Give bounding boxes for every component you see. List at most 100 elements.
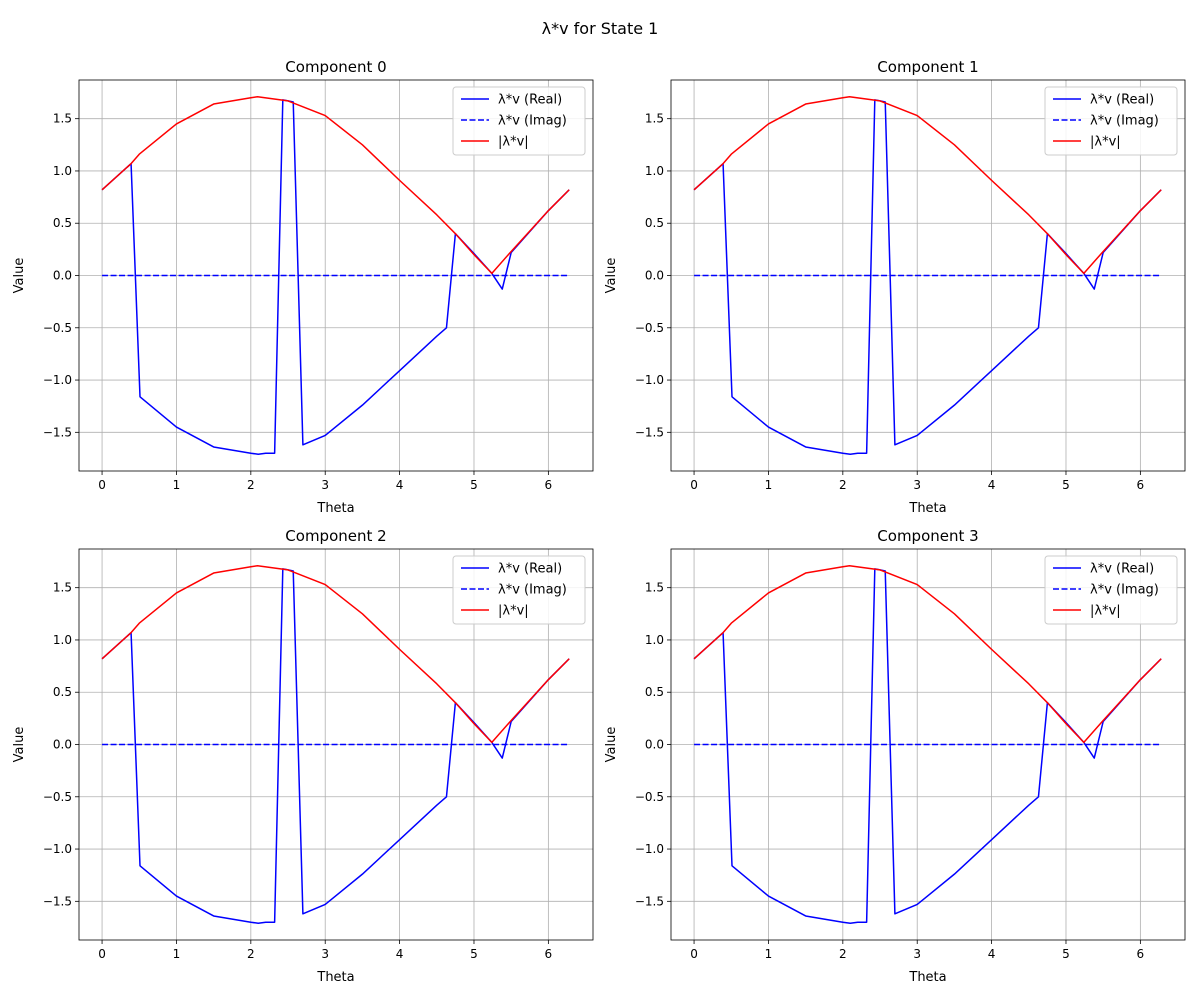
y-tick-label: −1.5 <box>43 425 72 439</box>
legend-label: λ*v (Imag) <box>1090 583 1159 598</box>
legend-box <box>452 86 586 156</box>
subplot-title: Component 1 <box>877 58 978 76</box>
x-tick-label: 4 <box>988 947 996 961</box>
y-tick-label: −0.5 <box>635 790 664 804</box>
axes-frame <box>78 548 594 941</box>
subplot-1: 0 1 2 3 4 5 6 −1.5 −1.0 −0.5 0.0 0.5 1.0 1.5 Component… <box>604 58 1186 516</box>
subplot-title: Component 2 <box>285 527 386 545</box>
x-axis-label: Theta <box>316 501 354 516</box>
x-tick-label: 2 <box>247 947 255 961</box>
x-tick-label: 0 <box>98 478 106 492</box>
y-tick-label: −0.5 <box>43 321 72 335</box>
series-line-2 <box>693 95 1162 275</box>
legend-label: λ*v (Imag) <box>498 583 567 598</box>
x-tick-label: 0 <box>98 947 106 961</box>
series-group <box>101 564 570 925</box>
subplot-title: Component 0 <box>285 58 386 76</box>
legend-label: λ*v (Imag) <box>1090 114 1159 129</box>
y-tick-label: −1.0 <box>635 373 664 387</box>
y-tick-label: 1.5 <box>53 581 72 595</box>
series-group <box>693 95 1162 456</box>
y-tick-label: 0.0 <box>53 738 72 752</box>
x-tick-label: 3 <box>913 478 921 492</box>
legend-box <box>1044 86 1178 156</box>
legend: λ*v (Real) λ*v (Imag) |λ*v| <box>452 86 586 156</box>
legend: λ*v (Real) λ*v (Imag) |λ*v| <box>452 555 586 625</box>
y-tick-label: 1.0 <box>53 164 72 178</box>
series-line-2 <box>101 95 570 275</box>
y-tick-label: −1.5 <box>635 425 664 439</box>
legend-label: λ*v (Real) <box>1090 562 1154 577</box>
x-tick-label: 6 <box>1137 478 1145 492</box>
x-tick-label: 0 <box>690 478 698 492</box>
axes-frame <box>670 548 1186 941</box>
y-axis-label: Value <box>12 727 27 763</box>
y-axis-label: Value <box>604 727 619 763</box>
x-tick-label: 2 <box>839 947 847 961</box>
legend-label: λ*v (Real) <box>1090 93 1154 108</box>
x-tick-label: 1 <box>173 478 181 492</box>
legend-label: λ*v (Real) <box>498 562 562 577</box>
axes-frame <box>670 79 1186 472</box>
subplot-3: 0 1 2 3 4 5 6 −1.5 −1.0 −0.5 0.0 0.5 1.0 1.5 Component… <box>604 527 1186 985</box>
x-tick-label: 1 <box>765 478 773 492</box>
y-tick-label: 1.0 <box>645 164 664 178</box>
x-axis-label: Theta <box>316 970 354 985</box>
subplot-title: Component 3 <box>877 527 978 545</box>
x-tick-label: 6 <box>1137 947 1145 961</box>
x-tick-label: 2 <box>839 478 847 492</box>
series-group <box>101 95 570 456</box>
y-tick-label: −0.5 <box>43 790 72 804</box>
y-axis-label: Value <box>604 258 619 294</box>
y-tick-label: 1.0 <box>645 633 664 647</box>
x-tick-label: 2 <box>247 478 255 492</box>
subplot-2: 0 1 2 3 4 5 6 −1.5 −1.0 −0.5 0.0 0.5 1.0 1.5 Component… <box>12 527 594 985</box>
series-group <box>693 564 1162 925</box>
legend-box <box>452 555 586 625</box>
series-line-2 <box>101 564 570 744</box>
x-tick-label: 6 <box>545 478 553 492</box>
y-tick-label: 1.5 <box>645 112 664 126</box>
legend-label: |λ*v| <box>1090 604 1121 619</box>
x-tick-label: 1 <box>765 947 773 961</box>
y-tick-label: 0.5 <box>645 216 664 230</box>
x-tick-label: 6 <box>545 947 553 961</box>
x-tick-label: 3 <box>321 947 329 961</box>
x-tick-label: 5 <box>1062 478 1070 492</box>
legend-label: |λ*v| <box>1090 135 1121 150</box>
y-tick-label: −1.5 <box>635 894 664 908</box>
x-tick-label: 4 <box>988 478 996 492</box>
y-tick-label: 0.5 <box>645 685 664 699</box>
x-tick-label: 5 <box>470 478 478 492</box>
figure-title: λ*v for State 1 <box>542 19 659 38</box>
legend-box <box>1044 555 1178 625</box>
series-line-2 <box>693 564 1162 744</box>
x-axis-label: Theta <box>908 501 946 516</box>
y-tick-label: 0.5 <box>53 216 72 230</box>
x-tick-label: 4 <box>396 947 404 961</box>
y-tick-label: 1.5 <box>53 112 72 126</box>
x-tick-label: 5 <box>470 947 478 961</box>
x-tick-label: 1 <box>173 947 181 961</box>
y-tick-label: −1.0 <box>635 842 664 856</box>
x-axis-label: Theta <box>908 970 946 985</box>
y-tick-label: 0.0 <box>645 738 664 752</box>
x-tick-label: 5 <box>1062 947 1070 961</box>
axes-frame <box>78 79 594 472</box>
legend: λ*v (Real) λ*v (Imag) |λ*v| <box>1044 555 1178 625</box>
legend: λ*v (Real) λ*v (Imag) |λ*v| <box>1044 86 1178 156</box>
subplot-grid: 0 1 2 3 4 5 6 −1.5 −1.0 −0.5 0.0 0.5 1.0 1.5 Component… <box>12 58 1186 985</box>
x-tick-label: 0 <box>690 947 698 961</box>
y-tick-label: 0.5 <box>53 685 72 699</box>
y-tick-label: −1.0 <box>43 373 72 387</box>
x-tick-label: 3 <box>321 478 329 492</box>
x-tick-label: 4 <box>396 478 404 492</box>
subplot-0: 0 1 2 3 4 5 6 −1.5 −1.0 −0.5 0.0 0.5 1.0 1.5 Component… <box>12 58 594 516</box>
y-tick-label: 1.5 <box>645 581 664 595</box>
legend-label: |λ*v| <box>498 135 529 150</box>
legend-label: λ*v (Real) <box>498 93 562 108</box>
y-tick-label: 0.0 <box>53 269 72 283</box>
legend-label: λ*v (Imag) <box>498 114 567 129</box>
y-axis-label: Value <box>12 258 27 294</box>
